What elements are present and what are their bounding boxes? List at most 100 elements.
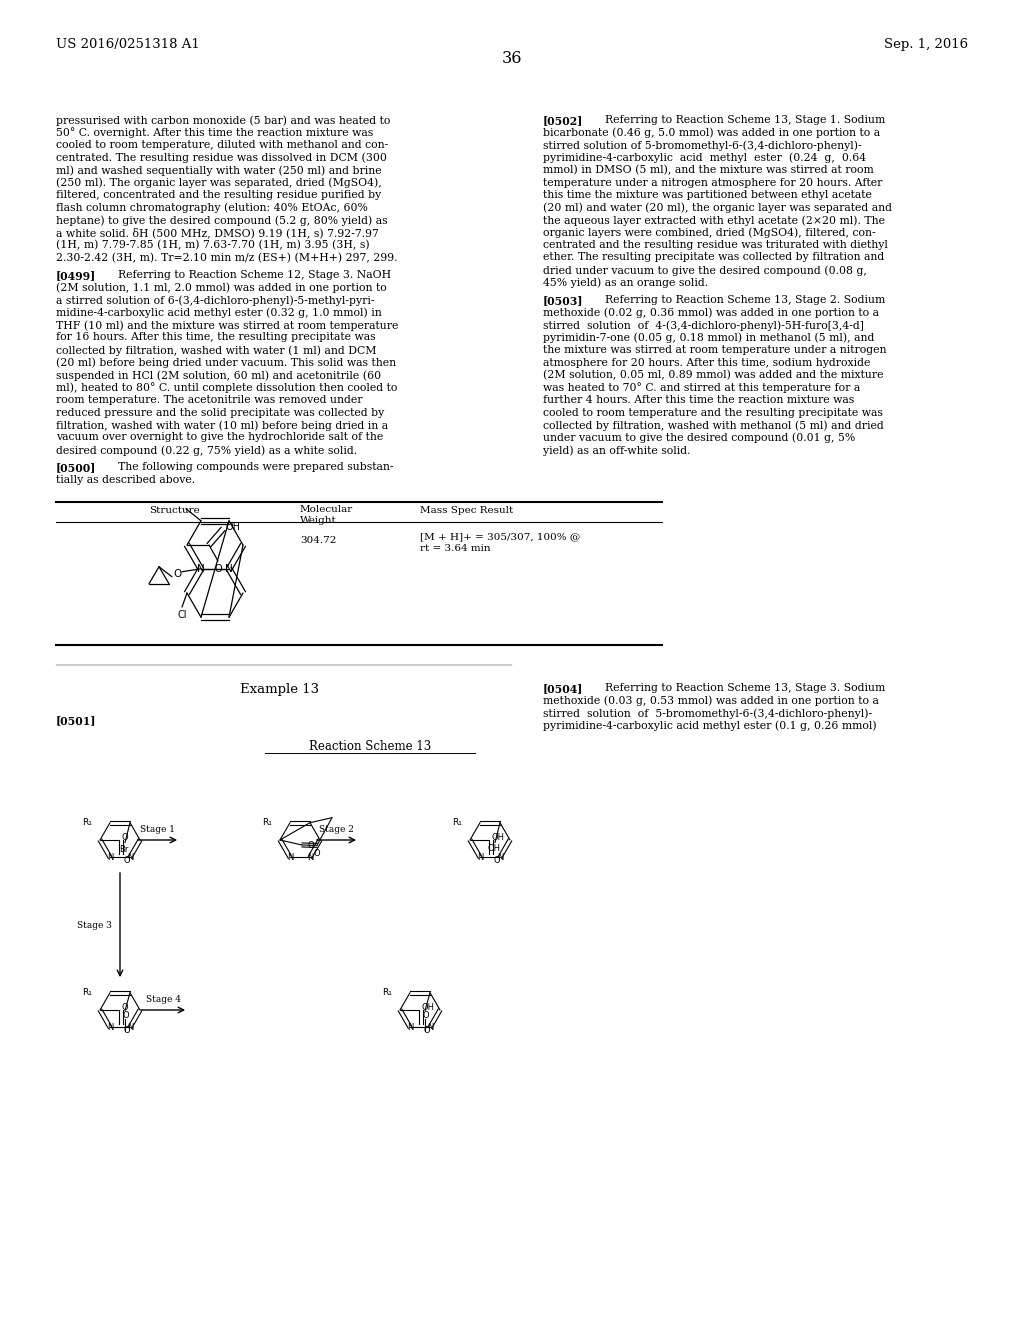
Text: N: N <box>497 853 503 862</box>
Text: tially as described above.: tially as described above. <box>56 475 196 484</box>
Text: [0501]: [0501] <box>56 715 96 726</box>
Text: centrated. The resulting residue was dissolved in DCM (300: centrated. The resulting residue was dis… <box>56 153 387 164</box>
Text: vacuum over overnight to give the hydrochloride salt of the: vacuum over overnight to give the hydroc… <box>56 433 383 442</box>
Text: N: N <box>477 853 483 862</box>
Text: atmosphere for 20 hours. After this time, sodium hydroxide: atmosphere for 20 hours. After this time… <box>543 358 870 367</box>
Text: ether. The resulting precipitate was collected by filtration and: ether. The resulting precipitate was col… <box>543 252 885 263</box>
Text: cooled to room temperature and the resulting precipitate was: cooled to room temperature and the resul… <box>543 408 883 417</box>
Text: N: N <box>427 1023 433 1032</box>
Text: pyrimidine-4-carboxylic acid methyl ester (0.1 g, 0.26 mmol): pyrimidine-4-carboxylic acid methyl este… <box>543 721 877 731</box>
Text: mmol) in DMSO (5 ml), and the mixture was stirred at room: mmol) in DMSO (5 ml), and the mixture wa… <box>543 165 873 176</box>
Text: R₁: R₁ <box>82 989 92 997</box>
Text: the mixture was stirred at room temperature under a nitrogen: the mixture was stirred at room temperat… <box>543 345 887 355</box>
Text: was heated to 70° C. and stirred at this temperature for a: was heated to 70° C. and stirred at this… <box>543 383 860 393</box>
Text: Referring to Reaction Scheme 13, Stage 1. Sodium: Referring to Reaction Scheme 13, Stage 1… <box>591 115 886 125</box>
Text: Stage 1: Stage 1 <box>140 825 175 834</box>
Text: this time the mixture was partitioned between ethyl acetate: this time the mixture was partitioned be… <box>543 190 871 201</box>
Text: flash column chromatography (elution: 40% EtOAc, 60%: flash column chromatography (elution: 40… <box>56 202 368 213</box>
Text: O: O <box>123 1011 129 1019</box>
Text: pyrimidine-4-carboxylic  acid  methyl  ester  (0.24  g,  0.64: pyrimidine-4-carboxylic acid methyl este… <box>543 153 866 164</box>
Text: O: O <box>123 1026 130 1035</box>
Text: a stirred solution of 6-(3,4-dichloro-phenyl)-5-methyl-pyri-: a stirred solution of 6-(3,4-dichloro-ph… <box>56 294 375 305</box>
Text: heptane) to give the desired compound (5.2 g, 80% yield) as: heptane) to give the desired compound (5… <box>56 215 388 226</box>
Text: R₁: R₁ <box>453 818 462 828</box>
Text: room temperature. The acetonitrile was removed under: room temperature. The acetonitrile was r… <box>56 395 362 405</box>
Text: Cl: Cl <box>177 610 186 620</box>
Text: stirred  solution  of  5-bromomethyl-6-(3,4-dichloro-phenyl)-: stirred solution of 5-bromomethyl-6-(3,4… <box>543 708 872 718</box>
Text: N: N <box>407 1023 414 1032</box>
Text: [0500]: [0500] <box>56 462 96 474</box>
Text: OH: OH <box>226 521 241 532</box>
Text: O: O <box>313 849 321 858</box>
Text: 45% yield) as an orange solid.: 45% yield) as an orange solid. <box>543 277 709 288</box>
Text: suspended in HCl (2M solution, 60 ml) and acetonitrile (60: suspended in HCl (2M solution, 60 ml) an… <box>56 370 381 380</box>
Text: 2.30-2.42 (3H, m). Tr=2.10 min m/z (ES+) (M+H+) 297, 299.: 2.30-2.42 (3H, m). Tr=2.10 min m/z (ES+)… <box>56 252 397 263</box>
Text: N: N <box>225 564 232 574</box>
Text: desired compound (0.22 g, 75% yield) as a white solid.: desired compound (0.22 g, 75% yield) as … <box>56 445 357 455</box>
Text: 36: 36 <box>502 50 522 67</box>
Text: for 16 hours. After this time, the resulting precipitate was: for 16 hours. After this time, the resul… <box>56 333 376 342</box>
Text: N: N <box>106 1023 114 1032</box>
Text: THF (10 ml) and the mixture was stirred at room temperature: THF (10 ml) and the mixture was stirred … <box>56 319 398 330</box>
Text: N: N <box>307 853 313 862</box>
Text: O: O <box>173 569 181 578</box>
Text: Weight: Weight <box>300 516 337 525</box>
Text: filtration, washed with water (10 ml) before being dried in a: filtration, washed with water (10 ml) be… <box>56 420 388 430</box>
Text: 50° C. overnight. After this time the reaction mixture was: 50° C. overnight. After this time the re… <box>56 128 374 139</box>
Text: (250 ml). The organic layer was separated, dried (MgSO4),: (250 ml). The organic layer was separate… <box>56 177 382 187</box>
Text: methoxide (0.03 g, 0.53 mmol) was added in one portion to a: methoxide (0.03 g, 0.53 mmol) was added … <box>543 696 879 706</box>
Text: [0504]: [0504] <box>543 682 584 694</box>
Text: O: O <box>122 1003 129 1012</box>
Text: Stage 4: Stage 4 <box>145 995 180 1005</box>
Text: O: O <box>307 841 313 850</box>
Text: rt = 3.64 min: rt = 3.64 min <box>420 544 490 553</box>
Text: pyrimidin-7-one (0.05 g, 0.18 mmol) in methanol (5 ml), and: pyrimidin-7-one (0.05 g, 0.18 mmol) in m… <box>543 333 874 343</box>
Text: N: N <box>106 853 114 862</box>
Text: O: O <box>214 564 222 574</box>
Text: (1H, m) 7.79-7.85 (1H, m) 7.63-7.70 (1H, m) 3.95 (3H, s): (1H, m) 7.79-7.85 (1H, m) 7.63-7.70 (1H,… <box>56 240 370 251</box>
Text: Referring to Reaction Scheme 13, Stage 2. Sodium: Referring to Reaction Scheme 13, Stage 2… <box>591 294 886 305</box>
Text: Example 13: Example 13 <box>241 682 319 696</box>
Text: US 2016/0251318 A1: US 2016/0251318 A1 <box>56 38 200 51</box>
Text: Stage 3: Stage 3 <box>77 920 112 929</box>
Text: collected by filtration, washed with methanol (5 ml) and dried: collected by filtration, washed with met… <box>543 420 884 430</box>
Text: Mass Spec Result: Mass Spec Result <box>420 506 513 515</box>
Text: Referring to Reaction Scheme 12, Stage 3. NaOH: Referring to Reaction Scheme 12, Stage 3… <box>104 271 391 280</box>
Text: [0503]: [0503] <box>543 294 584 306</box>
Text: (2M solution, 0.05 ml, 0.89 mmol) was added and the mixture: (2M solution, 0.05 ml, 0.89 mmol) was ad… <box>543 370 884 380</box>
Text: Structure: Structure <box>150 506 201 515</box>
Text: OH: OH <box>422 1003 435 1012</box>
Text: R₁: R₁ <box>262 818 272 828</box>
Text: (20 ml) before being dried under vacuum. This solid was then: (20 ml) before being dried under vacuum.… <box>56 358 396 368</box>
Text: O: O <box>423 1011 429 1019</box>
Text: (20 ml) and water (20 ml), the organic layer was separated and: (20 ml) and water (20 ml), the organic l… <box>543 202 892 213</box>
Text: Molecular: Molecular <box>300 506 353 513</box>
Text: Referring to Reaction Scheme 13, Stage 3. Sodium: Referring to Reaction Scheme 13, Stage 3… <box>591 682 886 693</box>
Text: R₁: R₁ <box>382 989 392 997</box>
Text: centrated and the resulting residue was triturated with diethyl: centrated and the resulting residue was … <box>543 240 888 249</box>
Text: N: N <box>287 853 293 862</box>
Text: midine-4-carboxylic acid methyl ester (0.32 g, 1.0 mmol) in: midine-4-carboxylic acid methyl ester (0… <box>56 308 382 318</box>
Text: pressurised with carbon monoxide (5 bar) and was heated to: pressurised with carbon monoxide (5 bar)… <box>56 115 390 125</box>
Text: ml), heated to 80° C. until complete dissolution then cooled to: ml), heated to 80° C. until complete dis… <box>56 383 397 393</box>
Text: The following compounds were prepared substan-: The following compounds were prepared su… <box>104 462 393 473</box>
Text: stirred solution of 5-bromomethyl-6-(3,4-dichloro-phenyl)-: stirred solution of 5-bromomethyl-6-(3,4… <box>543 140 861 150</box>
Text: 304.72: 304.72 <box>300 536 336 545</box>
Text: collected by filtration, washed with water (1 ml) and DCM: collected by filtration, washed with wat… <box>56 345 377 355</box>
Text: methoxide (0.02 g, 0.36 mmol) was added in one portion to a: methoxide (0.02 g, 0.36 mmol) was added … <box>543 308 879 318</box>
Text: OH: OH <box>492 833 505 842</box>
Text: reduced pressure and the solid precipitate was collected by: reduced pressure and the solid precipita… <box>56 408 384 417</box>
Text: (2M solution, 1.1 ml, 2.0 mmol) was added in one portion to: (2M solution, 1.1 ml, 2.0 mmol) was adde… <box>56 282 387 293</box>
Text: Sep. 1, 2016: Sep. 1, 2016 <box>884 38 968 51</box>
Text: N: N <box>198 564 205 574</box>
Text: N: N <box>127 1023 133 1032</box>
Text: N: N <box>127 853 133 862</box>
Text: the aqueous layer extracted with ethyl acetate (2×20 ml). The: the aqueous layer extracted with ethyl a… <box>543 215 885 226</box>
Text: cooled to room temperature, diluted with methanol and con-: cooled to room temperature, diluted with… <box>56 140 388 150</box>
Text: [0502]: [0502] <box>543 115 584 125</box>
Text: ml) and washed sequentially with water (250 ml) and brine: ml) and washed sequentially with water (… <box>56 165 382 176</box>
Text: further 4 hours. After this time the reaction mixture was: further 4 hours. After this time the rea… <box>543 395 854 405</box>
Text: [M + H]+ = 305/307, 100% @: [M + H]+ = 305/307, 100% @ <box>420 532 581 541</box>
Text: OH: OH <box>487 843 501 853</box>
Text: R₁: R₁ <box>82 818 92 828</box>
